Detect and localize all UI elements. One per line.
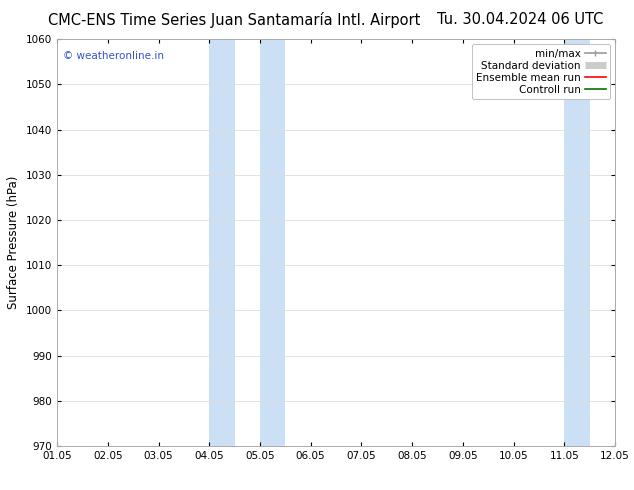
Bar — [209, 39, 235, 446]
Legend: min/max, Standard deviation, Ensemble mean run, Controll run: min/max, Standard deviation, Ensemble me… — [472, 45, 610, 99]
Bar — [260, 39, 285, 446]
Y-axis label: Surface Pressure (hPa): Surface Pressure (hPa) — [8, 176, 20, 309]
Text: CMC-ENS Time Series Juan Santamaría Intl. Airport: CMC-ENS Time Series Juan Santamaría Intl… — [48, 12, 421, 28]
Text: Tu. 30.04.2024 06 UTC: Tu. 30.04.2024 06 UTC — [437, 12, 603, 27]
Text: © weatheronline.in: © weatheronline.in — [63, 51, 164, 61]
Bar — [564, 39, 590, 446]
Bar — [615, 39, 634, 446]
